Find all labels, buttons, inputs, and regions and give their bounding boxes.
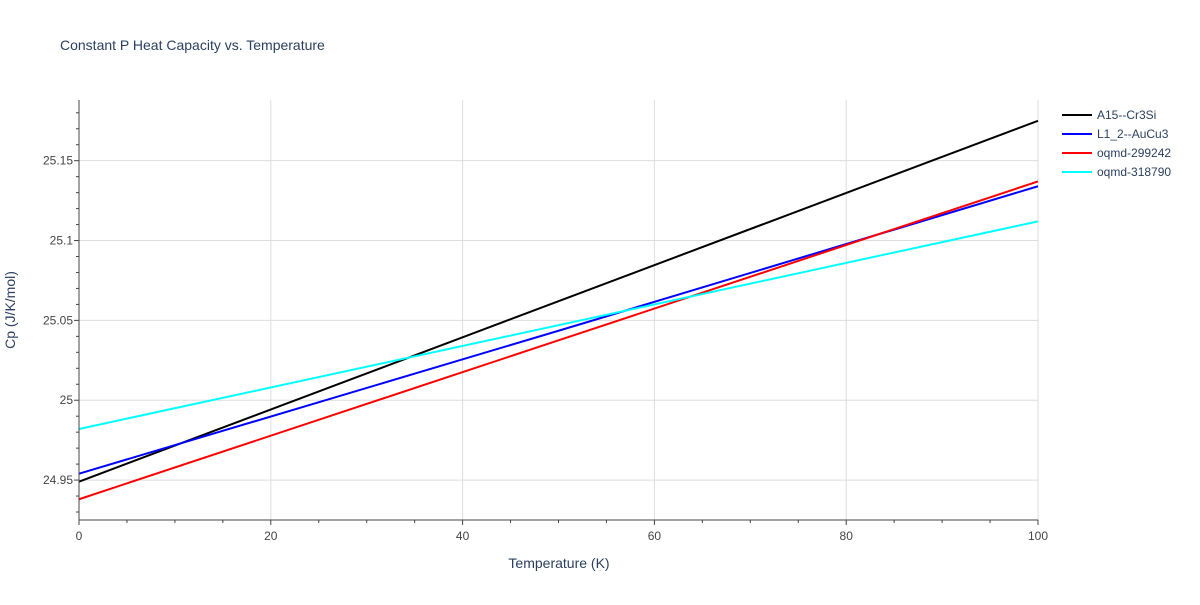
x-tick-label: 100 xyxy=(1028,529,1048,543)
x-tick-label: 60 xyxy=(648,529,662,543)
y-tick-label: 25.1 xyxy=(50,234,74,248)
legend-label[interactable]: oqmd-318790 xyxy=(1097,165,1171,179)
chart-title: Constant P Heat Capacity vs. Temperature xyxy=(60,37,325,53)
x-tick-label: 40 xyxy=(456,529,470,543)
grid-layer xyxy=(79,100,1039,520)
x-tick-label: 0 xyxy=(76,529,83,543)
y-tick-label: 25 xyxy=(60,393,74,407)
y-tick-label: 25.15 xyxy=(43,154,73,168)
series-layer xyxy=(78,119,1039,501)
y-axis-title: Cp (J/K/mol) xyxy=(2,271,18,349)
legend-label[interactable]: A15--Cr3Si xyxy=(1097,108,1156,122)
x-axis-title: Temperature (K) xyxy=(508,555,609,571)
series-line-oqmd-299242[interactable] xyxy=(78,180,1039,501)
legend[interactable]: A15--Cr3Si L1_2--AuCu3 oqmd-299242 oqmd-318… xyxy=(1062,108,1171,179)
series-line-A15--Cr3Si[interactable] xyxy=(78,119,1039,483)
x-tick-label: 80 xyxy=(840,529,854,543)
legend-label[interactable]: L1_2--AuCu3 xyxy=(1097,127,1169,141)
series-line-oqmd-318790[interactable] xyxy=(78,220,1039,430)
axis-layer: 0 20 40 60 80 100 24.95 25 25.05 25.1 25.15 xyxy=(43,100,1048,543)
legend-label[interactable]: oqmd-299242 xyxy=(1097,146,1171,160)
y-tick-label: 25.05 xyxy=(43,313,73,327)
y-tick-label: 24.95 xyxy=(43,473,73,487)
x-tick-label: 20 xyxy=(264,529,278,543)
